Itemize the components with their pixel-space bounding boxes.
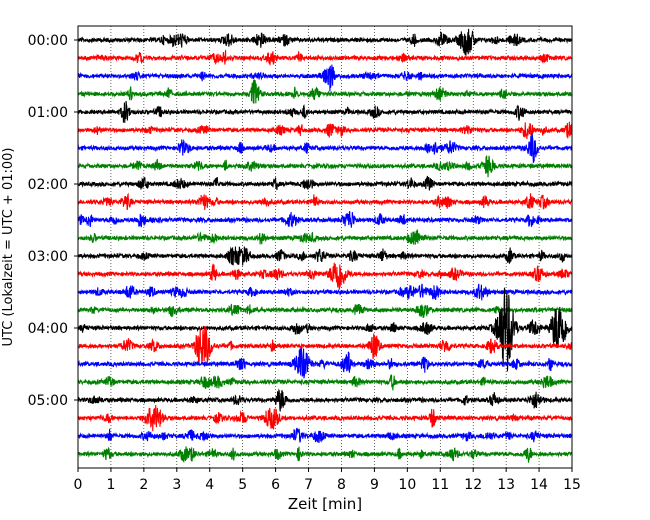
trace-2 xyxy=(77,64,573,92)
x-tick-label-9: 9 xyxy=(370,477,379,493)
trace-23 xyxy=(77,446,573,463)
x-tick-label-2: 2 xyxy=(139,477,148,493)
trace-9 xyxy=(77,192,573,211)
y-tick-label-0: 00:00 xyxy=(28,33,68,49)
x-tick-label-7: 7 xyxy=(304,477,313,493)
x-tick-label-15: 15 xyxy=(563,477,581,493)
seismogram-traces xyxy=(77,28,573,463)
trace-16 xyxy=(77,287,573,372)
trace-21 xyxy=(77,405,573,432)
trace-4 xyxy=(77,100,573,123)
y-tick-label-1: 01:00 xyxy=(28,105,68,121)
trace-11 xyxy=(77,229,573,245)
trace-7 xyxy=(77,155,573,178)
trace-17 xyxy=(77,325,573,365)
x-tick-label-3: 3 xyxy=(172,477,181,493)
trace-12 xyxy=(77,246,573,266)
x-tick-label-6: 6 xyxy=(271,477,280,493)
y-tick-label-4: 04:00 xyxy=(28,321,68,337)
y-axis-label: UTC (Lokalzeit = UTC + 01:00) xyxy=(1,148,16,347)
trace-0 xyxy=(77,28,573,56)
x-tick-label-8: 8 xyxy=(337,477,346,493)
y-tick-label-5: 05:00 xyxy=(28,393,68,409)
y-tick-label-2: 02:00 xyxy=(28,177,68,193)
plot-frame xyxy=(77,25,573,469)
y-axis-ticks: 00:00 01:00 02:00 03:00 04:00 05:00 xyxy=(28,33,78,409)
trace-10 xyxy=(77,210,573,228)
x-tick-label-14: 14 xyxy=(530,477,548,493)
trace-8 xyxy=(77,175,573,191)
x-tick-label-10: 10 xyxy=(398,477,416,493)
x-tick-label-12: 12 xyxy=(464,477,482,493)
x-tick-label-0: 0 xyxy=(74,477,83,493)
trace-19 xyxy=(77,373,573,391)
x-axis-label: Zeit [min] xyxy=(288,495,362,513)
x-tick-label-1: 1 xyxy=(106,477,115,493)
trace-20 xyxy=(77,388,573,412)
trace-22 xyxy=(77,427,573,443)
trace-14 xyxy=(77,283,573,301)
trace-18 xyxy=(77,347,573,379)
trace-6 xyxy=(77,133,573,163)
x-tick-label-13: 13 xyxy=(497,477,515,493)
x-tick-label-5: 5 xyxy=(238,477,247,493)
trace-3 xyxy=(77,79,573,104)
trace-15 xyxy=(77,303,573,319)
y-tick-label-3: 03:00 xyxy=(28,249,68,265)
trace-1 xyxy=(77,49,573,66)
trace-5 xyxy=(77,121,573,140)
x-tick-label-11: 11 xyxy=(431,477,449,493)
x-axis-ticks: 0 1 2 3 4 5 6 7 8 9 10 11 12 13 14 15 xyxy=(74,468,581,493)
trace-13 xyxy=(77,262,573,290)
x-tick-label-4: 4 xyxy=(205,477,214,493)
